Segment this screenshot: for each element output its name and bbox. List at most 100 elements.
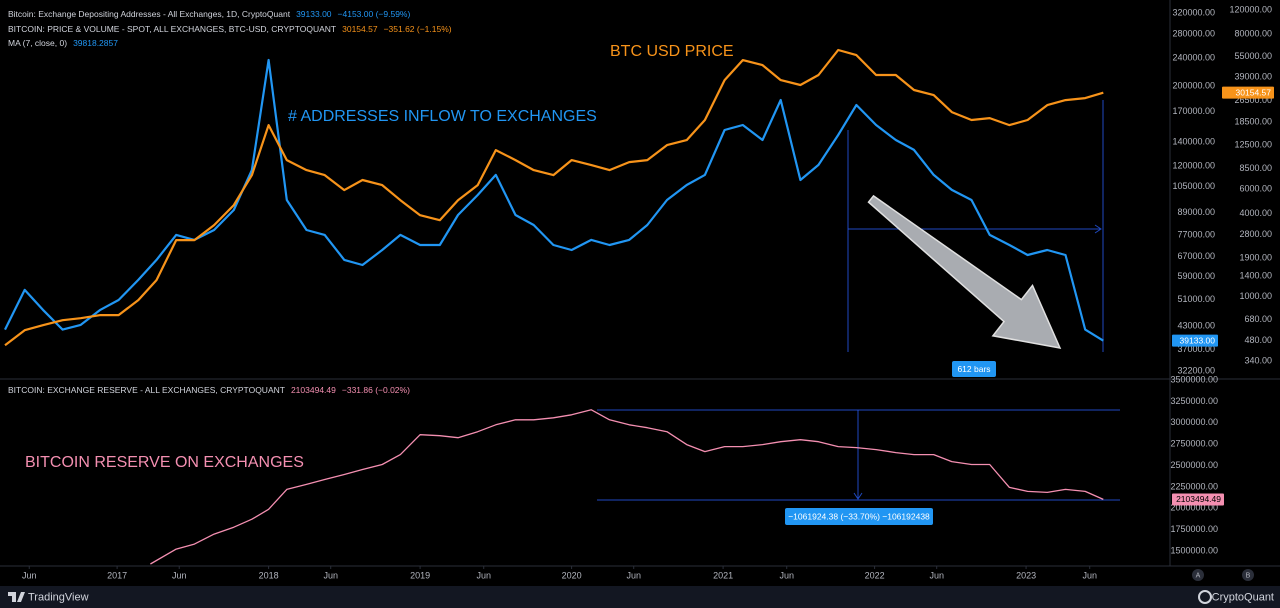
x-tick-label: Jun: [626, 570, 641, 580]
y-tick-label: 37000.00: [1177, 344, 1215, 354]
x-tick-label: 2022: [865, 570, 885, 580]
y-tick-label: 2000000.00: [1170, 503, 1218, 513]
legend-value: 2103494.49: [291, 385, 336, 395]
x-tick-label: Jun: [929, 570, 944, 580]
y-tick-label: 67000.00: [1177, 251, 1215, 261]
legend-name: Bitcoin: Exchange Depositing Addresses -…: [8, 9, 291, 19]
price-tag: [1172, 334, 1218, 347]
y-tick-label: 43000.00: [1177, 320, 1215, 330]
y-tick-label: 2500000.00: [1170, 460, 1218, 470]
y2-tick-label: 480.00: [1244, 335, 1272, 345]
y-tick-label: 1750000.00: [1170, 524, 1218, 534]
y-tick-label: 140000.00: [1172, 136, 1215, 146]
y2-tick-label: 39000.00: [1234, 72, 1272, 82]
price-tag: [1172, 493, 1224, 506]
y2-tick-label: 680.00: [1244, 314, 1272, 324]
annotation: −1061924.38 (−33.70%) −106192438: [788, 511, 930, 521]
y-tick-label: 89000.00: [1177, 207, 1215, 217]
legend-value: 39133.00: [296, 9, 332, 19]
y-tick-label: 2750000.00: [1170, 439, 1218, 449]
y2-tick-label: 1000.00: [1239, 291, 1272, 301]
legend-entry: BITCOIN: PRICE & VOLUME - SPOT, ALL EXCH…: [8, 24, 452, 34]
y-tick-label: 170000.00: [1172, 106, 1215, 116]
trend-arrow: [867, 194, 1062, 349]
y-tick-label: 280000.00: [1172, 28, 1215, 38]
scale-button[interactable]: [1192, 569, 1204, 581]
scale-button-label[interactable]: B: [1246, 572, 1251, 579]
y-tick-label: 2250000.00: [1170, 481, 1218, 491]
y-tick-label: 51000.00: [1177, 294, 1215, 304]
x-tick-label: Jun: [476, 570, 491, 580]
y-tick-label: 320000.00: [1172, 7, 1215, 17]
y-tick-label: 240000.00: [1172, 52, 1215, 62]
x-tick-label: 2017: [107, 570, 127, 580]
price-tag: [1222, 86, 1274, 99]
legend-entry: BITCOIN: EXCHANGE RESERVE - ALL EXCHANGE…: [8, 385, 410, 395]
y-tick-label: 105000.00: [1172, 181, 1215, 191]
legend-name: MA (7, close, 0): [8, 38, 67, 48]
annotation-box: [785, 508, 933, 525]
y-tick-label: 59000.00: [1177, 271, 1215, 281]
y-tick-label: 3500000.00: [1170, 374, 1218, 384]
x-tick-label: Jun: [22, 570, 37, 580]
scale-button[interactable]: [1242, 569, 1254, 581]
x-tick-label: 2018: [259, 570, 279, 580]
y2-tick-label: 120000.00: [1229, 4, 1272, 14]
x-tick-label: 2019: [410, 570, 430, 580]
y2-tick-label: 4000.00: [1239, 208, 1272, 218]
scale-button-label[interactable]: A: [1196, 572, 1201, 579]
x-tick-label: 2023: [1016, 570, 1036, 580]
footer-brand: TradingView: [28, 591, 89, 603]
series-line: [150, 409, 1104, 565]
price-tag-label: 39133.00: [1180, 335, 1216, 345]
y2-tick-label: 340.00: [1244, 355, 1272, 365]
annotation-box: [952, 361, 996, 377]
legend-value: 30154.57: [342, 24, 378, 34]
series-line: [4, 58, 1104, 342]
legend-name: BITCOIN: PRICE & VOLUME - SPOT, ALL EXCH…: [8, 24, 336, 34]
x-tick-label: 2021: [713, 570, 733, 580]
legend-entry: Bitcoin: Exchange Depositing Addresses -…: [8, 9, 410, 19]
y-tick-label: 1500000.00: [1170, 545, 1218, 555]
footer-bar: [0, 586, 1280, 608]
price-tag-label: 30154.57: [1236, 87, 1272, 97]
y2-tick-label: 12500.00: [1234, 140, 1272, 150]
x-tick-label: Jun: [323, 570, 338, 580]
y2-tick-label: 8500.00: [1239, 163, 1272, 173]
y-tick-label: 3250000.00: [1170, 396, 1218, 406]
y-tick-label: 120000.00: [1172, 160, 1215, 170]
y2-tick-label: 80000.00: [1234, 29, 1272, 39]
x-tick-label: 2020: [562, 570, 582, 580]
x-tick-label: Jun: [1082, 570, 1097, 580]
annotation: # ADDRESSES INFLOW TO EXCHANGES: [288, 108, 597, 125]
measure-tool: [597, 100, 1120, 501]
series-line: [4, 48, 1104, 347]
legend-value: 39818.2857: [73, 38, 118, 48]
footer-brand: CryptoQuant: [1212, 591, 1274, 603]
y2-tick-label: 26500.00: [1234, 95, 1272, 105]
y2-tick-label: 1900.00: [1239, 252, 1272, 262]
x-tick-label: Jun: [172, 570, 187, 580]
annotation: BTC USD PRICE: [610, 43, 734, 60]
legend-entry: MA (7, close, 0) 39818.2857: [8, 38, 118, 48]
tradingview-logo: [8, 592, 25, 602]
cryptoquant-logo: [1198, 590, 1212, 604]
y2-tick-label: 18500.00: [1234, 116, 1272, 126]
plot-area: 320000.00 280000.00 240000.00 200000.00 1700…: [4, 4, 1274, 580]
y-tick-label: 77000.00: [1177, 230, 1215, 240]
annotation: BITCOIN RESERVE ON EXCHANGES: [25, 454, 304, 471]
annotation: 612 bars: [957, 364, 990, 374]
y-tick-label: 200000.00: [1172, 81, 1215, 91]
y2-tick-label: 1400.00: [1239, 271, 1272, 281]
legend-change: −351.62 (−1.15%): [384, 24, 452, 34]
y2-tick-label: 6000.00: [1239, 184, 1272, 194]
y-tick-label: 3000000.00: [1170, 417, 1218, 427]
legend-name: BITCOIN: EXCHANGE RESERVE - ALL EXCHANGE…: [8, 385, 285, 395]
legend-change: −331.86 (−0.02%): [342, 385, 410, 395]
x-tick-label: Jun: [779, 570, 794, 580]
y2-tick-label: 55000.00: [1234, 51, 1272, 61]
y-tick-label: 32200.00: [1177, 365, 1215, 375]
legend-change: −4153.00 (−9.59%): [338, 9, 411, 19]
